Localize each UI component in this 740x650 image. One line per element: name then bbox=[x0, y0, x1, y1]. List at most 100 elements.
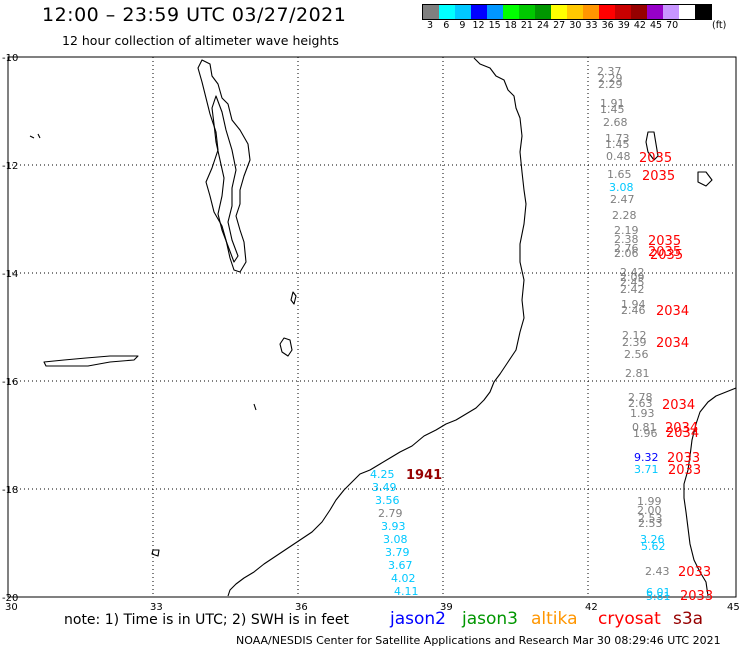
pass-time-label: 2033 bbox=[667, 451, 700, 466]
west-altimeter-track: 4.253.493.562.793.933.083.793.674.024.11 bbox=[370, 468, 419, 598]
wave-height-label: 2.78 bbox=[628, 391, 653, 404]
latitude-label: -14 bbox=[2, 269, 18, 280]
wave-height-label: 1.99 bbox=[637, 495, 662, 508]
islet-small-1 bbox=[253, 403, 257, 411]
colorbar-tick-label: 42 bbox=[633, 20, 646, 31]
wave-height-label: 1.94 bbox=[621, 298, 646, 311]
wave-height-label: 2.53 bbox=[638, 517, 663, 530]
pass-time-label: 2034 bbox=[656, 336, 689, 351]
wave-height-label: 3.26 bbox=[640, 533, 665, 546]
colorbar-tick-label: 30 bbox=[569, 20, 582, 31]
colorbar-tick-label: 45 bbox=[649, 20, 663, 31]
pass-time-label: 2035 bbox=[642, 169, 675, 184]
wave-height-label: 5.62 bbox=[641, 540, 666, 553]
wave-height-label: 2.63 bbox=[628, 397, 653, 410]
longitude-label: 36 bbox=[295, 602, 308, 613]
pass-time-label: 2035 bbox=[648, 245, 681, 260]
wave-height-label: 3.79 bbox=[385, 546, 410, 559]
wave-height-label: 9.32 bbox=[634, 451, 659, 464]
pass-time-label: 2035 bbox=[650, 248, 683, 263]
wave-height-label: 6.01 bbox=[646, 586, 671, 599]
wave-height-label: 4.02 bbox=[391, 572, 416, 585]
wave-height-label: 2.12 bbox=[622, 329, 647, 342]
mozambique-coastline bbox=[227, 57, 527, 597]
lake-malawi-inner-shore bbox=[211, 95, 239, 263]
lake-malawi-shore bbox=[197, 59, 251, 273]
wave-height-label: 2.42 bbox=[620, 266, 645, 279]
wave-height-label: 3.08 bbox=[609, 181, 634, 194]
colorbar-tick-label: 70 bbox=[666, 20, 679, 31]
longitude-label: 42 bbox=[585, 602, 598, 613]
madagascar-west-coast bbox=[683, 387, 737, 597]
colorbar-tick-label: 18 bbox=[504, 20, 517, 31]
islet-west bbox=[29, 133, 41, 139]
wave-height-label: 3.71 bbox=[634, 463, 659, 476]
satellite-legend-item: jason3 bbox=[462, 609, 518, 629]
colorbar-tick-label: 12 bbox=[472, 20, 485, 31]
map-title: 12:00 – 23:59 UTC 03/27/2021 bbox=[42, 4, 347, 26]
map-subtitle: 12 hour collection of altimeter wave hei… bbox=[62, 33, 339, 48]
latitude-labels: -10 -12 -14 -16 -18 -20 bbox=[2, 53, 18, 604]
wave-height-label: 3.49 bbox=[372, 481, 397, 494]
pass-time-label: 2034 bbox=[665, 421, 698, 436]
colorbar-ticks: 3 6 9 12 15 18 21 24 27 30 33 36 39 42 45 70 bbox=[422, 20, 680, 31]
colorbar-swatch bbox=[535, 5, 551, 19]
wave-height-label: 2.56 bbox=[624, 348, 649, 361]
wave-height-label: 2.43 bbox=[645, 565, 670, 578]
colorbar-swatch bbox=[471, 5, 487, 19]
lake-chilwa bbox=[279, 337, 293, 357]
colorbar-swatch bbox=[567, 5, 583, 19]
wave-height-label: 3.93 bbox=[381, 520, 406, 533]
footnote: note: 1) Time is in UTC; 2) SWH is in fe… bbox=[64, 612, 350, 628]
pass-time-label: 2034 bbox=[662, 398, 695, 413]
lake-cahora-bassa bbox=[43, 355, 139, 367]
colorbar-swatch bbox=[615, 5, 631, 19]
satellite-legend-item: s3a bbox=[673, 609, 704, 629]
wave-height-label: 0.48 bbox=[606, 150, 631, 163]
wave-height-label: 1.45 bbox=[600, 103, 625, 116]
wave-height-label: 1.96 bbox=[633, 427, 658, 440]
wave-height-label: 2.28 bbox=[612, 209, 637, 222]
wave-height-label: 2.76 bbox=[614, 242, 639, 255]
wave-height-label: 2.79 bbox=[378, 507, 403, 520]
colorbar-swatch bbox=[695, 5, 711, 19]
colorbar-swatch bbox=[599, 5, 615, 19]
pass-time-label: 2034 bbox=[666, 426, 699, 441]
wave-height-label: 3.67 bbox=[388, 559, 413, 572]
colorbar-tick-label: 33 bbox=[585, 20, 598, 31]
islet-north bbox=[290, 291, 297, 305]
wave-height-label: 2.29 bbox=[598, 78, 623, 91]
wave-height-label: 4.11 bbox=[394, 585, 419, 598]
wave-height-label: 2.37 bbox=[597, 65, 622, 78]
longitude-labels: 30 33 36 39 42 45 bbox=[5, 602, 740, 613]
pass-time-label: 2033 bbox=[668, 463, 701, 478]
east-altimeter-track: 2.372.292.291.911.452.681.731.450.481.65… bbox=[597, 65, 671, 603]
comoros-grande-comore bbox=[645, 131, 659, 161]
east-pass-times: 2035203520352035203520342034203420342034… bbox=[639, 151, 713, 604]
pass-time-label: 2035 bbox=[648, 234, 681, 249]
wave-height-label: 2.81 bbox=[625, 367, 650, 380]
latitude-label: -10 bbox=[2, 53, 18, 64]
map-frame bbox=[7, 56, 737, 598]
colorbar-swatch bbox=[647, 5, 663, 19]
wave-height-label: 1.91 bbox=[600, 97, 625, 110]
credit-line: NOAA/NESDIS Center for Satellite Applica… bbox=[236, 634, 721, 647]
wave-height-label: 2.53 bbox=[638, 512, 663, 525]
colorbar-tick-label: 15 bbox=[488, 20, 501, 31]
wave-height-label: 0.81 bbox=[632, 421, 657, 434]
latitude-label: -12 bbox=[2, 161, 18, 172]
colorbar-tick-label: 3 bbox=[427, 20, 434, 31]
pass-time-label: 2034 bbox=[656, 304, 689, 319]
lat-lon-grid bbox=[8, 57, 736, 597]
wave-height-label: 2.45 bbox=[620, 276, 645, 289]
pass-time-label: 2033 bbox=[678, 565, 711, 580]
colorbar-unit: (ft) bbox=[712, 20, 727, 31]
wave-height-label: 2.68 bbox=[603, 116, 628, 129]
colorbar-tick-label: 27 bbox=[553, 20, 566, 31]
wave-height-label: 2.09 bbox=[620, 271, 645, 284]
wave-height-label: 2.38 bbox=[614, 233, 639, 246]
satellite-legend-item: cryosat bbox=[598, 609, 661, 629]
wave-height-label: 2.19 bbox=[614, 224, 639, 237]
colorbar-swatch bbox=[519, 5, 535, 19]
colorbar-swatch bbox=[583, 5, 599, 19]
